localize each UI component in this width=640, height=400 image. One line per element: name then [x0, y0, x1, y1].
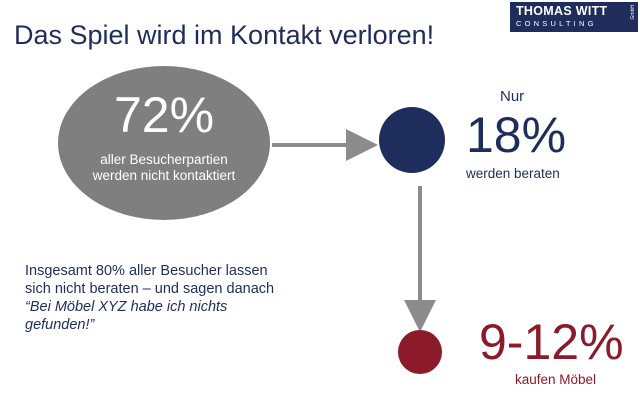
summary-line: Insgesamt 80% aller Besucher lassen sich…: [25, 263, 275, 297]
page-title: Das Spiel wird im Kontakt verloren!: [14, 20, 435, 50]
stage3-text: kaufen Möbel: [515, 372, 597, 387]
stage3-dot: [398, 330, 442, 374]
stage2-prefix: Nur: [500, 88, 525, 105]
logo-subtitle: CONSULTING: [516, 19, 597, 28]
stage1-circle: 72% aller Besucherpartien werden nicht k…: [58, 66, 270, 220]
summary-text: Insgesamt 80% aller Besucher lassen sich…: [25, 262, 285, 334]
stage1-text: aller Besucherpartien werden nicht konta…: [92, 152, 236, 183]
stage2-text: werden beraten: [466, 166, 560, 181]
stage3-percent: 9-12%: [479, 314, 624, 370]
summary-quote: “Bei Möbel XYZ habe ich nichts gefunden!…: [25, 299, 228, 333]
company-logo: THOMAS WITT CONSULTING GmbH: [510, 2, 638, 32]
stage2-percent: 18%: [466, 107, 567, 163]
stage2-dot: [379, 107, 445, 173]
stage1-percent: 72%: [113, 87, 215, 143]
logo-name: THOMAS WITT: [516, 4, 608, 18]
